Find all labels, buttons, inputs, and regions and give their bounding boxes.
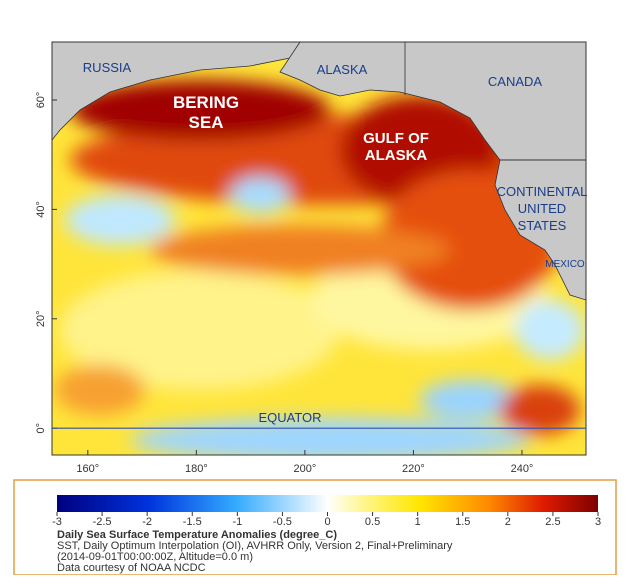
- region-label: CONTINENTAL: [497, 184, 588, 199]
- y-tick-label: 0°: [35, 423, 47, 434]
- colorbar-tick-label: 1: [415, 516, 421, 528]
- y-tick-label: 40°: [35, 201, 47, 218]
- equator-label: EQUATOR: [258, 410, 321, 425]
- y-tick-label: 20°: [35, 310, 47, 327]
- colorbar-tick-label: 0.5: [365, 516, 380, 528]
- region-label: STATES: [518, 218, 567, 233]
- colorbar-tick-label: 0: [324, 516, 330, 528]
- x-tick-label: 200°: [294, 463, 317, 475]
- colorbar-tick-label: -2: [142, 516, 152, 528]
- region-label: MEXICO: [545, 259, 585, 270]
- colorbar-tick-label: 1.5: [455, 516, 470, 528]
- colorbar-note: (2014-09-01T00:00:00Z, Altitude=0.0 m): [57, 551, 253, 563]
- x-tick-label: 220°: [402, 463, 425, 475]
- colorbar-note: SST, Daily Optimum Interpolation (OI), A…: [57, 540, 453, 552]
- region-label: SEA: [189, 113, 224, 132]
- colorbar-tick-label: -1: [232, 516, 242, 528]
- region-label: ALASKA: [317, 62, 368, 77]
- region-label: CANADA: [488, 74, 543, 89]
- region-label: BERING: [173, 93, 239, 112]
- region-label: GULF OF: [363, 130, 429, 147]
- x-tick-label: 160°: [76, 463, 99, 475]
- map-frame: [51, 41, 587, 456]
- colorbar-tick-label: 2: [505, 516, 511, 528]
- region-label: ALASKA: [365, 147, 428, 164]
- sst-field: [52, 42, 586, 455]
- colorbar: [57, 495, 598, 512]
- x-tick-label: 240°: [511, 463, 534, 475]
- colorbar-tick-label: 2.5: [545, 516, 560, 528]
- colorbar-tick-label: -3: [52, 516, 62, 528]
- colorbar-note: Data courtesy of NOAA NCDC: [57, 562, 206, 574]
- colorbar-tick-label: 3: [595, 516, 601, 528]
- colorbar-tick-label: -1.5: [183, 516, 202, 528]
- y-tick-label: 60°: [35, 92, 47, 109]
- region-label: RUSSIA: [83, 60, 132, 75]
- colorbar-title: Daily Sea Surface Temperature Anomalies …: [57, 529, 337, 541]
- region-label: UNITED: [518, 201, 566, 216]
- colorbar-tick-label: -2.5: [93, 516, 112, 528]
- x-tick-label: 180°: [185, 463, 208, 475]
- colorbar-tick-label: -0.5: [273, 516, 292, 528]
